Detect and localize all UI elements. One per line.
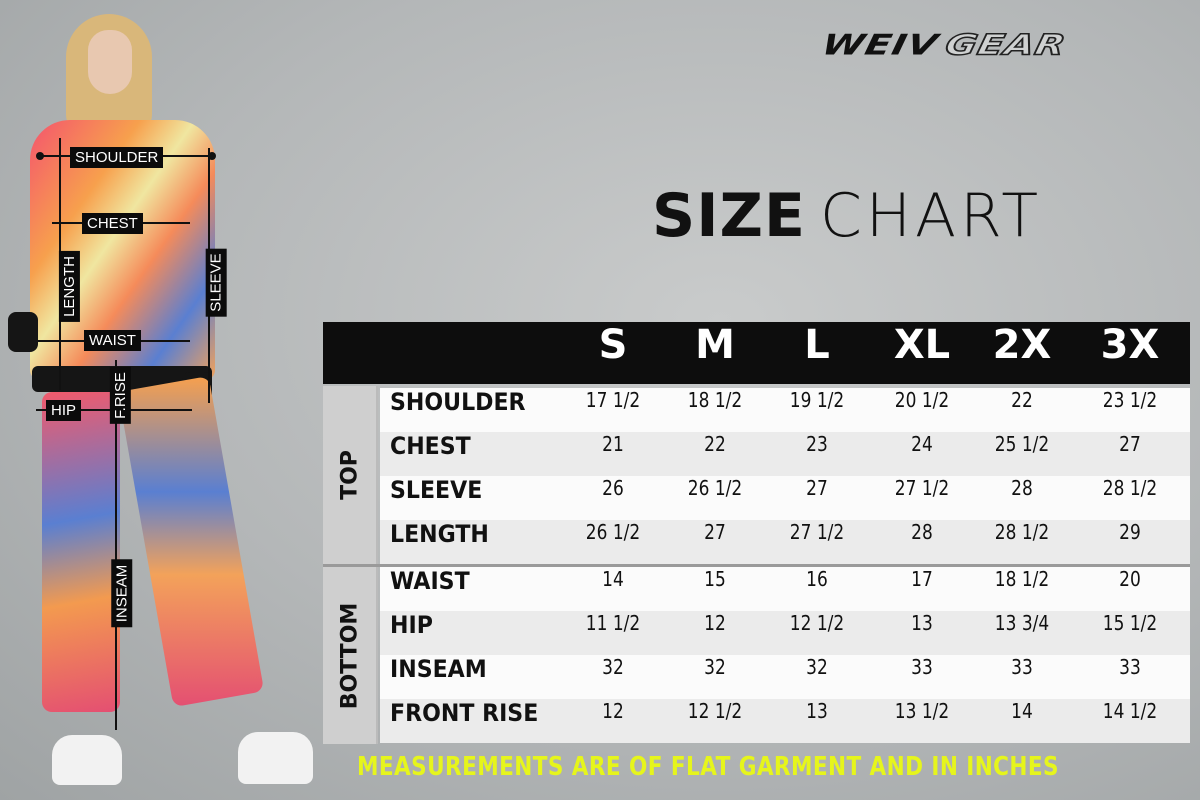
- table-cell: 13: [911, 611, 933, 635]
- table-cell: 14 1/2: [1102, 699, 1158, 723]
- table-cell: 27: [806, 476, 828, 500]
- table-cell: 27 1/2: [894, 476, 950, 500]
- row-label: WAIST: [390, 567, 470, 595]
- table-cell: 20 1/2: [894, 388, 950, 412]
- table-cell: 23: [806, 432, 828, 456]
- table-cell: 27: [1119, 432, 1141, 456]
- size-header-3x: 3X: [1100, 322, 1160, 368]
- section-label-top: TOP: [337, 450, 362, 500]
- logo-text-weiv: WEIV: [818, 28, 942, 61]
- table-cell: 18 1/2: [994, 567, 1050, 591]
- table-row: SLEEVE 26 26 1/2 27 27 1/2 28 28 1/2: [380, 476, 1190, 520]
- label-hip: HIP: [46, 400, 82, 421]
- table-cell: 14: [1011, 699, 1033, 723]
- logo-text-gear: GEAR: [942, 27, 1071, 62]
- table-cell: 25 1/2: [994, 432, 1050, 456]
- table-cell: 33: [1119, 655, 1141, 679]
- table-cell: 15 1/2: [1102, 611, 1158, 635]
- label-inseam: INSEAM: [111, 559, 133, 628]
- section-top: TOP: [323, 386, 378, 564]
- table-row: WAIST 14 15 16 17 18 1/2 20: [380, 567, 1190, 611]
- model-pants-left: [42, 392, 120, 712]
- model-figure: SHOULDER CHEST LENGTH SLEEVE WAIST F.RIS…: [0, 0, 320, 800]
- table-cell: 22: [704, 432, 726, 456]
- table-cell: 33: [1011, 655, 1033, 679]
- size-header-l: L: [804, 322, 830, 368]
- title-light: CHART: [820, 181, 1043, 251]
- table-cell: 15: [704, 567, 726, 591]
- table-row: CHEST 21 22 23 24 25 1/2 27: [380, 432, 1190, 476]
- table-cell: 27 1/2: [789, 520, 845, 544]
- table-row: SHOULDER 17 1/2 18 1/2 19 1/2 20 1/2 22 23 1/2: [380, 388, 1190, 432]
- row-label: CHEST: [390, 432, 471, 460]
- row-label: SHOULDER: [390, 388, 526, 416]
- table-cell: 12: [704, 611, 726, 635]
- table-cell: 26 1/2: [687, 476, 743, 500]
- model-face: [88, 30, 132, 94]
- label-chest: CHEST: [82, 213, 143, 234]
- model-right-shoe: [238, 732, 313, 784]
- table-cell: 27: [704, 520, 726, 544]
- table-cell: 17 1/2: [585, 388, 641, 412]
- table-cell: 22: [1011, 388, 1033, 412]
- row-label: LENGTH: [390, 520, 489, 548]
- brand-logo: WEIVGEAR: [818, 27, 1071, 62]
- size-header-row: S M L XL 2X 3X: [323, 322, 1190, 384]
- table-cell: 33: [911, 655, 933, 679]
- table-cell: 32: [704, 655, 726, 679]
- footer-note: MEASUREMENTS ARE OF FLAT GARMENT AND IN …: [357, 752, 1060, 782]
- table-cell: 21: [602, 432, 624, 456]
- table-cell: 29: [1119, 520, 1141, 544]
- row-label: INSEAM: [390, 655, 487, 683]
- size-header-xl: XL: [893, 322, 951, 368]
- table-cell: 18 1/2: [687, 388, 743, 412]
- section-label-bottom: BOTTOM: [337, 602, 362, 709]
- row-label: SLEEVE: [390, 476, 483, 504]
- table-cell: 28: [911, 520, 933, 544]
- table-row: FRONT RISE 12 12 1/2 13 13 1/2 14 14 1/2: [380, 699, 1190, 743]
- table-cell: 24: [911, 432, 933, 456]
- table-cell: 32: [602, 655, 624, 679]
- size-header-s: S: [598, 322, 628, 368]
- table-cell: 26 1/2: [585, 520, 641, 544]
- table-row: LENGTH 26 1/2 27 27 1/2 28 28 1/2 29: [380, 520, 1190, 564]
- model-left-shoe: [52, 735, 122, 785]
- label-waist: WAIST: [84, 330, 141, 351]
- label-shoulder: SHOULDER: [70, 147, 164, 168]
- table-cell: 13 3/4: [994, 611, 1050, 635]
- size-header-2x: 2X: [992, 322, 1052, 368]
- table-cell: 28 1/2: [994, 520, 1050, 544]
- table-cell: 12: [602, 699, 624, 723]
- table-row: HIP 11 1/2 12 12 1/2 13 13 3/4 15 1/2: [380, 611, 1190, 655]
- section-bottom: BOTTOM: [323, 567, 378, 744]
- table-cell: 26: [602, 476, 624, 500]
- model-left-cuff: [8, 312, 38, 352]
- table-cell: 12 1/2: [687, 699, 743, 723]
- table-cell: 32: [806, 655, 828, 679]
- table-cell: 12 1/2: [789, 611, 845, 635]
- table-cell: 13: [806, 699, 828, 723]
- table-cell: 28: [1011, 476, 1033, 500]
- table-row: INSEAM 32 32 32 33 33 33: [380, 655, 1190, 699]
- label-front-rise: F.RISE: [109, 367, 131, 424]
- table-cell: 20: [1119, 567, 1141, 591]
- row-label: FRONT RISE: [390, 699, 539, 727]
- section-divider: [323, 564, 1190, 567]
- label-sleeve: SLEEVE: [205, 248, 227, 317]
- table-cell: 16: [806, 567, 828, 591]
- page-title: SIZE CHART: [652, 186, 1042, 246]
- table-cell: 23 1/2: [1102, 388, 1158, 412]
- table-cell: 17: [911, 567, 933, 591]
- table-cell: 11 1/2: [585, 611, 641, 635]
- label-length: LENGTH: [58, 251, 80, 322]
- size-header-m: M: [695, 322, 735, 368]
- table-cell: 14: [602, 567, 624, 591]
- table-cell: 13 1/2: [894, 699, 950, 723]
- table-cell: 19 1/2: [789, 388, 845, 412]
- title-bold: SIZE: [652, 181, 807, 251]
- row-label: HIP: [390, 611, 433, 639]
- table-cell: 28 1/2: [1102, 476, 1158, 500]
- model-pants-right: [118, 376, 265, 708]
